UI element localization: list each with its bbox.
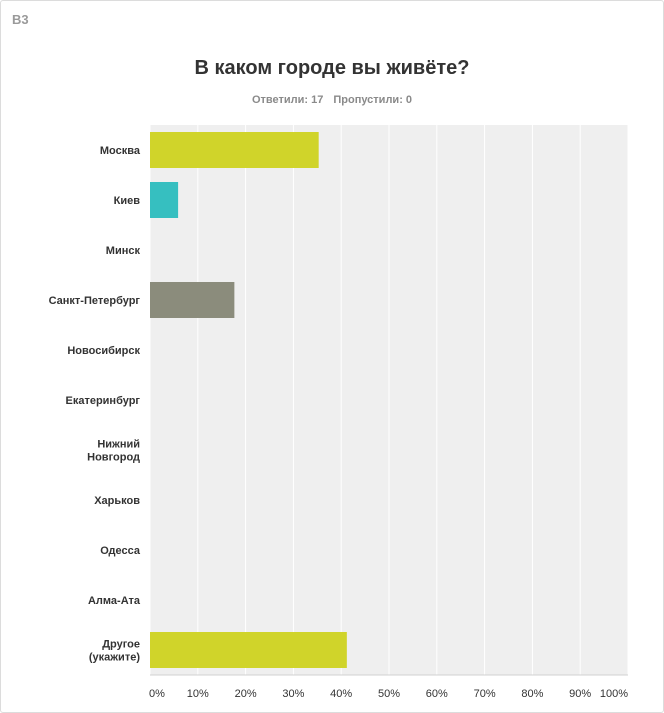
category-label-7: Харьков (94, 495, 140, 507)
category-label-10-line-0: Другое (102, 639, 140, 651)
x-tick-label-0: 0% (149, 688, 165, 700)
category-label-6-line-0: Нижний (97, 439, 140, 451)
x-tick-label-20: 20% (235, 688, 257, 700)
x-tick-label-100: 100% (600, 688, 628, 700)
category-label-6-line-1: Новгород (87, 452, 140, 464)
bar-1 (150, 182, 179, 218)
bar-10 (150, 632, 347, 668)
category-label-0: Москва (100, 145, 141, 157)
x-tick-label-80: 80% (521, 688, 543, 700)
category-label-5: Екатеринбург (65, 395, 140, 407)
question-title: В каком городе вы живёте? (194, 57, 470, 79)
category-label-8: Одесса (100, 545, 141, 557)
category-label-2: Минск (106, 245, 141, 257)
category-label-10-line-1: (укажите) (89, 652, 140, 664)
response-stats: Ответили: 17 Пропустили: 0 (1, 94, 663, 106)
category-label-9: Алма-Ата (88, 595, 141, 607)
question-number: В3 (12, 12, 29, 27)
x-tick-label-60: 60% (426, 688, 448, 700)
category-label-4: Новосибирск (67, 345, 140, 357)
x-tick-label-70: 70% (474, 688, 496, 700)
bar-0 (150, 132, 319, 168)
x-tick-label-50: 50% (378, 688, 400, 700)
category-label-3: Санкт-Петербург (49, 295, 141, 307)
x-tick-label-10: 10% (187, 688, 209, 700)
answered-count: Ответили: 17 (251, 94, 324, 106)
x-tick-label-90: 90% (569, 688, 591, 700)
x-tick-label-30: 30% (282, 688, 304, 700)
skipped-count: Пропустили: 0 (333, 94, 413, 106)
x-tick-label-40: 40% (330, 688, 352, 700)
category-label-1: Киев (114, 195, 141, 207)
bar-3 (150, 282, 235, 318)
